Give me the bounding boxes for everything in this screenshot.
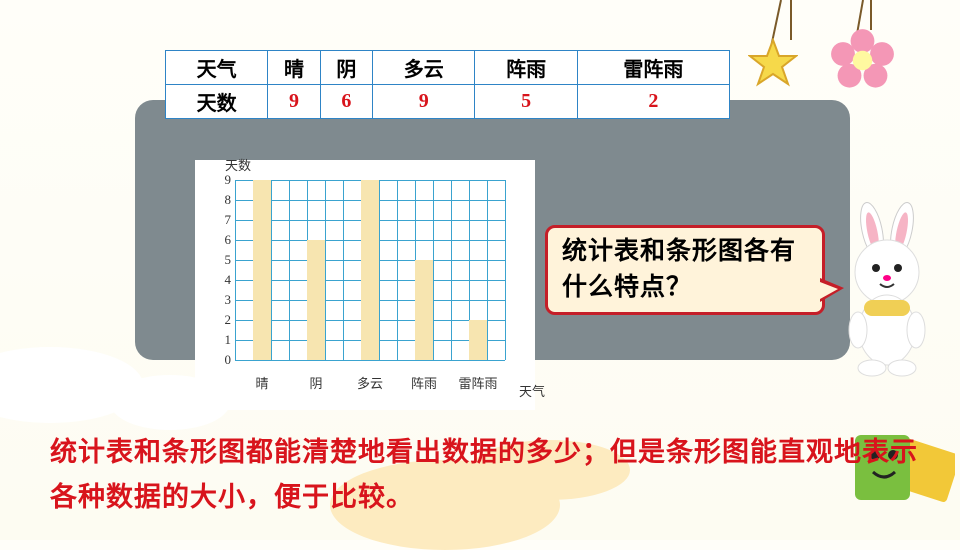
y-tick-label: 3 [215,292,231,308]
star-icon [748,38,798,88]
y-tick-label: 7 [215,212,231,228]
y-tick-label: 1 [215,332,231,348]
table-row-header: 天数 [166,85,268,119]
table-col-header: 晴 [268,51,320,85]
y-tick-label: 6 [215,232,231,248]
chart-bar [361,180,379,360]
x-tick-label: 雷阵雨 [458,373,498,392]
table-col-header: 雷阵雨 [577,51,729,85]
y-tick-label: 8 [215,192,231,208]
x-tick-label: 多云 [350,373,390,392]
x-axis-title: 天气 [519,381,545,400]
flower-icon [830,28,895,93]
chart-bar [307,240,325,360]
table-cell: 6 [320,85,372,119]
chart-bar [253,180,271,360]
speech-bubble: 统计表和条形图各有什么特点？ [545,225,825,315]
x-tick-label: 阵雨 [404,373,444,392]
table-col-header: 阴 [320,51,372,85]
table-cell: 9 [268,85,320,119]
x-tick-label: 晴 [242,373,282,392]
y-tick-label: 4 [215,272,231,288]
summary-text: 统计表和条形图都能清楚地看出数据的多少；但是条形图能直观地表示各种数据的大小，便… [50,430,920,519]
chart-bar [415,260,433,360]
y-tick-label: 9 [215,172,231,188]
x-tick-label: 阴 [296,373,336,392]
hanging-ornaments [740,0,940,120]
y-tick-label: 0 [215,352,231,368]
table-col-header: 阵雨 [475,51,577,85]
table-cell: 9 [373,85,475,119]
rabbit-character [830,200,950,380]
chart-bar [469,320,487,360]
weather-table: 天气 晴 阴 多云 阵雨 雷阵雨 天数 9 6 9 5 2 [165,50,730,119]
table-row-header: 天气 [166,51,268,85]
table-cell: 2 [577,85,729,119]
bar-chart: 天数 天气 0123456789晴阴多云阵雨雷阵雨 [195,160,535,410]
bubble-text: 统计表和条形图各有什么特点？ [562,234,808,307]
table-col-header: 多云 [373,51,475,85]
y-tick-label: 2 [215,312,231,328]
y-tick-label: 5 [215,252,231,268]
table-cell: 5 [475,85,577,119]
